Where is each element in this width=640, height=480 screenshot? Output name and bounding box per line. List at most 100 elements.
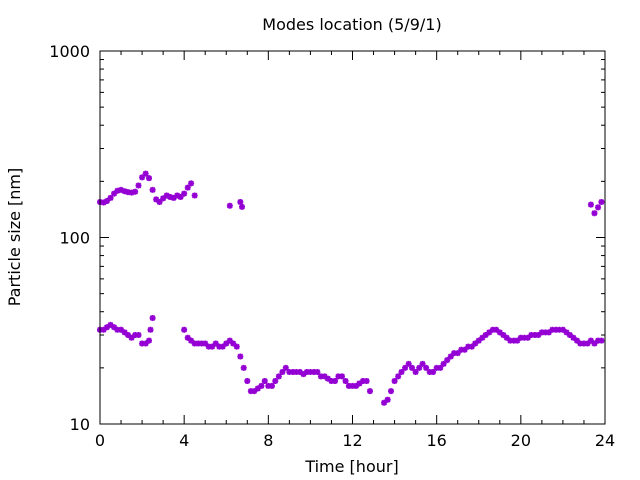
- data-point: [314, 369, 321, 376]
- data-point: [409, 364, 416, 371]
- data-point: [433, 364, 440, 371]
- data-point: [265, 382, 272, 389]
- data-point: [128, 189, 135, 196]
- data-point: [261, 378, 268, 385]
- data-point: [349, 382, 356, 389]
- data-point: [139, 174, 146, 181]
- data-point: [535, 332, 542, 339]
- data-point: [321, 373, 328, 380]
- data-point: [310, 369, 317, 376]
- data-point: [507, 337, 514, 344]
- data-point: [184, 184, 191, 191]
- data-point: [454, 350, 461, 357]
- data-point: [570, 334, 577, 341]
- data-point: [430, 369, 437, 376]
- data-point: [482, 332, 489, 339]
- data-point: [577, 340, 584, 347]
- data-points: [97, 170, 605, 406]
- data-point: [124, 332, 131, 339]
- data-point: [419, 360, 426, 367]
- data-point: [219, 343, 226, 350]
- data-point: [103, 197, 110, 204]
- data-point: [223, 340, 230, 347]
- data-point: [353, 382, 360, 389]
- y-tick-label: 100: [59, 229, 90, 248]
- data-point: [216, 343, 223, 350]
- data-point: [247, 388, 254, 395]
- data-point: [167, 193, 174, 200]
- data-point: [335, 373, 342, 380]
- plot-frame: [99, 50, 606, 425]
- data-point: [486, 329, 493, 336]
- data-point: [258, 382, 265, 389]
- data-point: [517, 334, 524, 341]
- y-tick-label: 10: [70, 415, 90, 434]
- data-point: [300, 371, 307, 378]
- x-tick-label: 8: [263, 431, 273, 450]
- data-point: [103, 324, 110, 331]
- data-point: [338, 373, 345, 380]
- data-point: [268, 382, 275, 389]
- data-point: [458, 346, 465, 353]
- data-point: [107, 321, 114, 328]
- data-point: [587, 337, 594, 344]
- data-point: [153, 196, 160, 203]
- data-point: [184, 334, 191, 341]
- x-axis-label: Time [hour]: [304, 457, 398, 476]
- data-point: [254, 385, 261, 392]
- data-point: [381, 399, 388, 406]
- x-tick-label: 20: [511, 431, 531, 450]
- data-point: [128, 334, 135, 341]
- data-point: [317, 373, 324, 380]
- data-point: [191, 340, 198, 347]
- data-point: [195, 340, 202, 347]
- data-point: [121, 188, 128, 195]
- data-point: [251, 388, 258, 395]
- data-point: [580, 340, 587, 347]
- data-point: [416, 364, 423, 371]
- data-point: [356, 380, 363, 387]
- data-point: [209, 343, 216, 350]
- data-point: [342, 378, 349, 385]
- data-point: [188, 337, 195, 344]
- data-point: [107, 194, 114, 201]
- data-point: [226, 202, 233, 209]
- data-point: [293, 369, 300, 376]
- data-point: [146, 175, 153, 182]
- data-point: [279, 369, 286, 376]
- data-point: [437, 364, 444, 371]
- data-point: [239, 203, 246, 210]
- data-point: [538, 329, 545, 336]
- data-point: [181, 326, 188, 333]
- data-point: [398, 369, 405, 376]
- data-point: [160, 195, 167, 202]
- data-point: [132, 188, 139, 195]
- data-point: [574, 337, 581, 344]
- data-point: [147, 326, 154, 333]
- data-point: [366, 388, 373, 395]
- data-point: [139, 340, 146, 347]
- data-point: [542, 329, 549, 336]
- data-point: [272, 378, 279, 385]
- data-point: [514, 337, 521, 344]
- data-point: [345, 382, 352, 389]
- data-point: [149, 315, 156, 322]
- data-point: [111, 190, 118, 197]
- data-point: [566, 332, 573, 339]
- data-point: [205, 343, 212, 350]
- data-point: [412, 369, 419, 376]
- data-point: [510, 337, 517, 344]
- data-point: [111, 324, 118, 331]
- data-point: [598, 337, 605, 344]
- data-point: [212, 340, 219, 347]
- data-point: [198, 340, 205, 347]
- data-point: [230, 340, 237, 347]
- data-point: [100, 326, 107, 333]
- x-tick-label: 24: [595, 431, 615, 450]
- data-point: [275, 373, 282, 380]
- data-point: [423, 364, 430, 371]
- data-point: [531, 332, 538, 339]
- data-point: [493, 326, 500, 333]
- data-point: [405, 360, 412, 367]
